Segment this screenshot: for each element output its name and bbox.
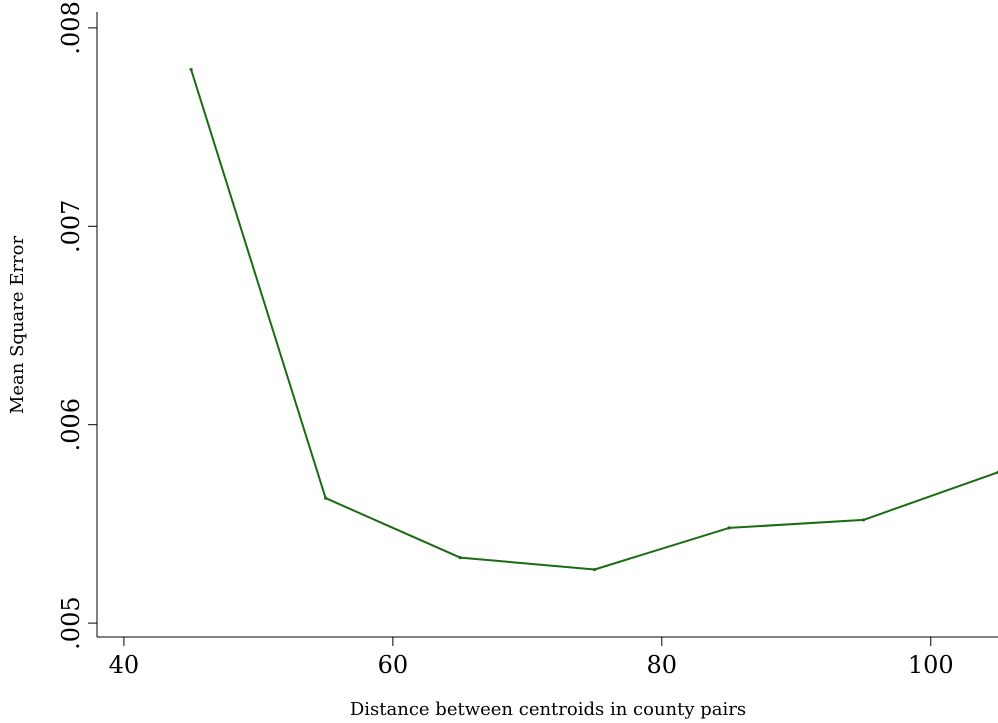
series-line	[190, 68, 998, 571]
data-point	[592, 567, 597, 572]
y-axis-ticks: .005 .006 .007 .008	[57, 1, 97, 650]
data-point	[458, 556, 462, 560]
x-tick-label: 100	[908, 651, 954, 679]
plot-area	[189, 67, 998, 572]
y-axis-title: Mean Square Error	[7, 236, 28, 414]
x-axis: 40 60 80 100	[97, 636, 998, 679]
x-tick-label: 40	[109, 651, 140, 679]
x-tick-label: 80	[647, 651, 678, 679]
y-tick-label: .008	[57, 1, 85, 54]
data-point	[727, 526, 731, 530]
x-tick-label: 60	[378, 651, 409, 679]
x-axis-title: Distance between centroids in county pai…	[350, 699, 746, 720]
y-tick-label: .005	[57, 596, 85, 649]
data-point	[189, 67, 193, 72]
y-axis: .005 .006 .007 .008	[57, 1, 98, 650]
y-tick-label: .006	[57, 398, 85, 451]
x-axis-ticks: 40 60 80 100	[109, 637, 954, 679]
data-point	[861, 518, 866, 522]
y-tick-label: .007	[57, 200, 85, 253]
data-point	[324, 496, 328, 500]
